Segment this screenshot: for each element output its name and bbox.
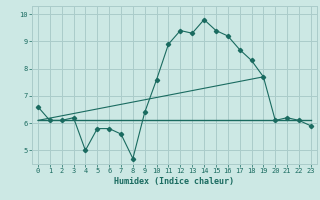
X-axis label: Humidex (Indice chaleur): Humidex (Indice chaleur) bbox=[115, 177, 234, 186]
